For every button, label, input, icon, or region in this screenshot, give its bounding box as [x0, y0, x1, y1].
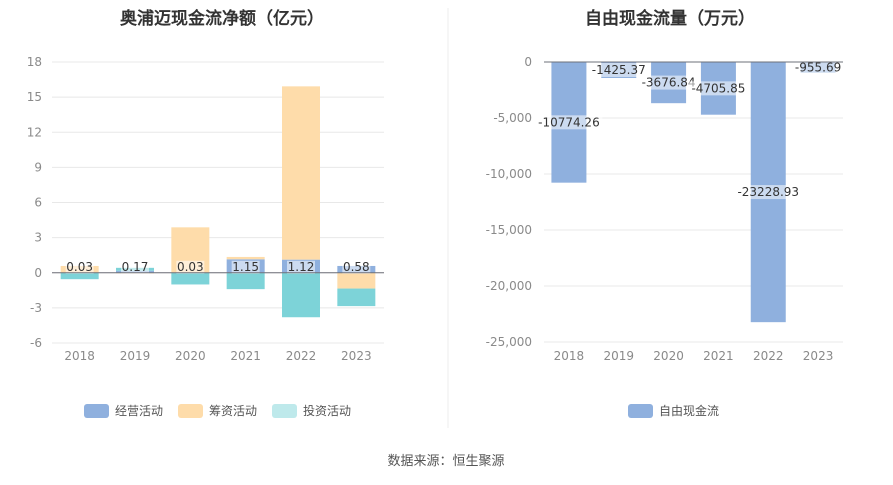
data-label-bg: [121, 260, 149, 274]
data-label-bg: [588, 62, 649, 77]
legend-item-label[interactable]: 投资活动: [303, 403, 351, 418]
y-tick-label: -20,000: [486, 279, 532, 293]
data-label-bg: [535, 115, 603, 130]
bar-投资活动-2023: [337, 288, 376, 307]
legend-swatch[interactable]: [272, 404, 297, 418]
data-label-bg: [734, 185, 802, 200]
data-label-free-cashflow-2020: -3676.84: [642, 76, 696, 90]
free-cashflow-x-axis: 2018 2019 2020 2021 2022 2023: [554, 349, 834, 363]
free-cashflow-title: 自由现金流量（万元）: [585, 8, 755, 29]
data-label-free-cashflow-2022: -23228.93: [737, 185, 799, 199]
legend-item-label[interactable]: 筹资活动: [209, 404, 257, 418]
bar-筹资活动-2022: [282, 86, 320, 260]
cashflow-net-title: 奥浦迈现金流净额（亿元）: [120, 8, 324, 29]
bar-投资活动-2022: [282, 272, 320, 318]
cashflow-net-y-axis: 18 15 12 9 6 3 0 -3 -6: [27, 55, 42, 350]
x-tick-label: 2019: [603, 349, 634, 363]
y-tick-label: 18: [27, 55, 42, 69]
bar-筹资活动-2021: [226, 256, 265, 260]
x-tick-label: 2021: [230, 349, 261, 363]
y-tick-label: -5,000: [493, 111, 532, 125]
free-cashflow-legend: 自由现金流: [628, 403, 719, 418]
free-cashflow-chart: 自由现金流量（万元） 0 -5,000 -10,000 -15,000 -20,000 -…: [486, 8, 845, 418]
y-tick-label: 6: [34, 196, 42, 210]
data-label-operating-2019: 0.17: [122, 260, 149, 274]
data-label-operating-2023: 0.58: [343, 260, 370, 274]
x-tick-label: 2020: [175, 349, 206, 363]
bar-筹资活动-2023: [337, 272, 376, 289]
cashflow-net-bars: [60, 86, 376, 318]
cashflow-net-data-labels: 0.03 0.17 0.03 1.15 1.12 0.58: [65, 260, 371, 274]
y-tick-label: -6: [30, 336, 42, 350]
x-tick-label: 2021: [703, 349, 734, 363]
data-label-operating-2021: 1.15: [232, 260, 259, 274]
free-cashflow-gridlines: [544, 61, 843, 343]
legend-swatch[interactable]: [84, 404, 109, 418]
legend-item-label[interactable]: 自由现金流: [659, 403, 719, 418]
cashflow-net-x-axis: 2018 2019 2020 2021 2022 2023: [64, 349, 371, 363]
free-cashflow-data-labels: -10774.26 -1425.37-3676.84-4705.85 -23228.…: [535, 60, 845, 200]
x-tick-label: 2022: [286, 349, 317, 363]
bar-投资活动-2021: [226, 272, 265, 290]
legend-swatch[interactable]: [178, 404, 203, 418]
cashflow-net-legend: 经营活动 筹资活动 投资活动: [84, 403, 351, 418]
y-tick-label: 3: [34, 231, 42, 245]
x-tick-label: 2023: [341, 349, 372, 363]
legend-swatch[interactable]: [628, 404, 653, 418]
cashflow-net-chart: 奥浦迈现金流净额（亿元） 18 15 12 9 6 3 0 -3 -6 2018 2019 2020…: [27, 8, 384, 418]
y-tick-label: -10,000: [486, 167, 532, 181]
y-tick-label: -15,000: [486, 223, 532, 237]
y-tick-label: 9: [34, 160, 42, 174]
y-tick-label: -3: [30, 301, 42, 315]
y-tick-label: 15: [27, 90, 42, 104]
data-label-free-cashflow-2021: -4705.85: [691, 81, 745, 95]
y-tick-label: 0: [34, 266, 42, 280]
x-tick-label: 2022: [753, 349, 784, 363]
y-tick-label: 0: [524, 55, 532, 69]
y-tick-label: 12: [27, 125, 42, 139]
data-label-bg: [688, 81, 749, 96]
data-label-bg: [791, 60, 845, 75]
data-label-operating-2018: 0.03: [66, 260, 93, 274]
data-source: 数据来源：恒生聚源: [387, 454, 504, 469]
data-label-bg: [231, 260, 260, 274]
x-tick-label: 2019: [120, 349, 151, 363]
y-tick-label: -25,000: [486, 335, 532, 349]
data-label-bg: [342, 260, 371, 274]
bar-投资活动-2018: [60, 272, 99, 280]
data-label-free-cashflow-2023: -955.69: [795, 60, 841, 74]
free-cashflow-y-axis: 0 -5,000 -10,000 -15,000 -20,000 -25,000: [486, 55, 532, 349]
data-label-bg: [287, 260, 315, 274]
x-tick-label: 2023: [803, 349, 834, 363]
x-tick-label: 2020: [653, 349, 684, 363]
x-tick-label: 2018: [554, 349, 585, 363]
bar-投资活动-2020: [171, 272, 210, 285]
data-label-bg: [65, 260, 94, 274]
x-tick-label: 2018: [64, 349, 95, 363]
data-label-free-cashflow-2018: -10774.26: [538, 115, 600, 129]
data-label-bg: [638, 75, 699, 90]
data-label-free-cashflow-2019: -1425.37: [592, 63, 646, 77]
data-label-bg: [176, 260, 205, 274]
cashflow-net-gridlines: [52, 61, 384, 344]
data-label-operating-2020: 0.03: [177, 260, 204, 274]
legend-item-label[interactable]: 经营活动: [115, 404, 163, 418]
data-label-operating-2022: 1.12: [288, 260, 315, 274]
